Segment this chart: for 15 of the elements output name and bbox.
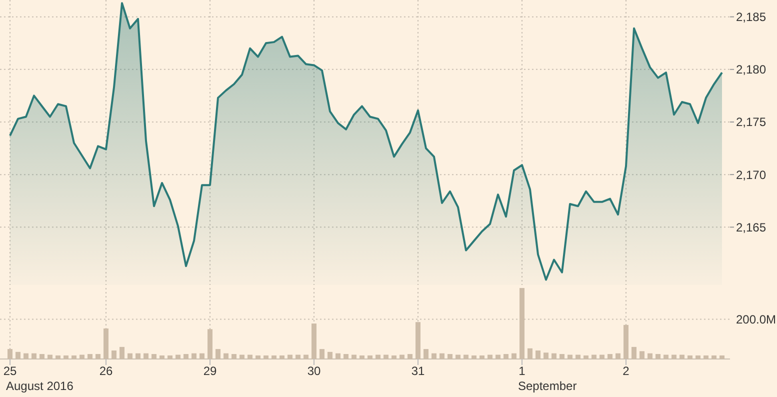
- y-tick-label: 2,175: [736, 115, 766, 130]
- y-tick-label: 2,180: [736, 62, 766, 77]
- x-tick-label: 29: [203, 364, 217, 378]
- x-tick-label: 30: [307, 364, 321, 378]
- x-tick-label: 31: [411, 364, 425, 378]
- x-tick-label: 1: [518, 364, 526, 378]
- y-tick-label: 2,185: [736, 10, 766, 24]
- x-tick-label: 25: [3, 364, 17, 378]
- text: August 2016: [6, 379, 74, 393]
- x-tick-label: 2: [622, 364, 630, 378]
- x-tick-label: 26: [99, 364, 113, 378]
- ref-line-label: 200.0M: [736, 312, 776, 326]
- y-tick-label: 2,165: [736, 220, 766, 234]
- y-tick-label: 2,170: [736, 168, 766, 182]
- text: September: [518, 379, 577, 393]
